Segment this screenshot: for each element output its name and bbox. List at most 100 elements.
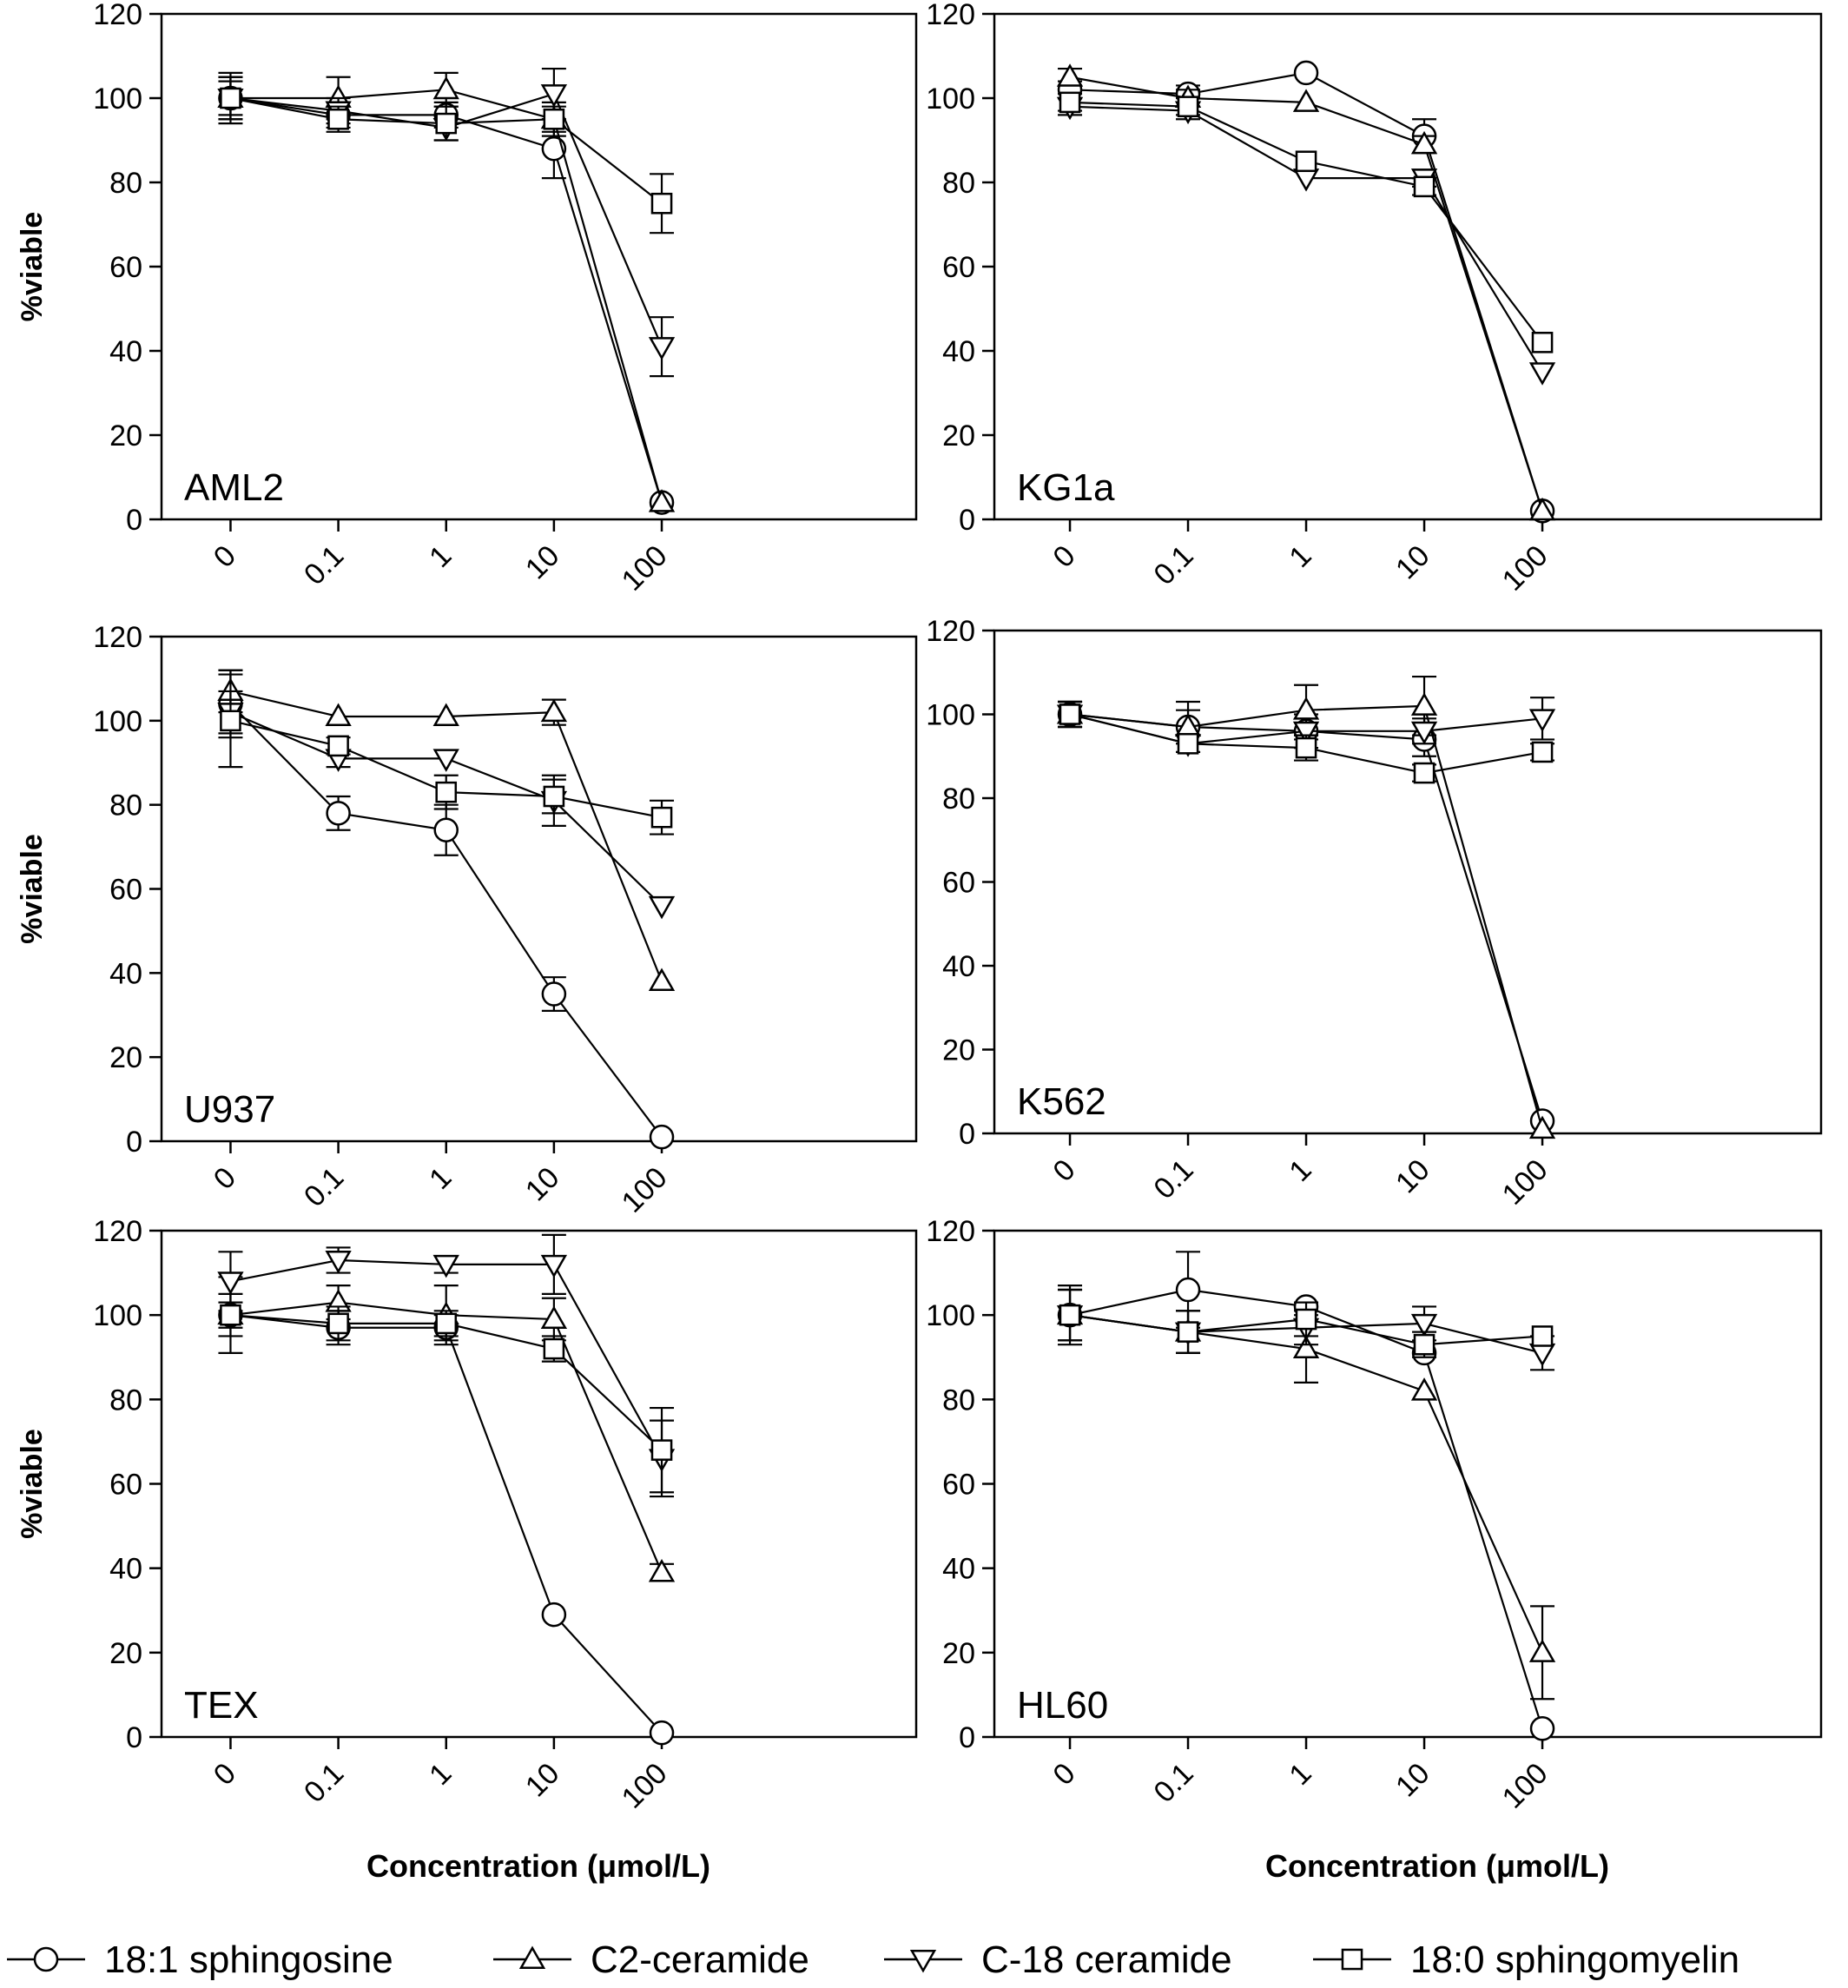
data-point-triangle-up: [1410, 692, 1438, 716]
data-point-square: [543, 108, 565, 130]
y-tick-label: 80: [942, 167, 975, 200]
legend-marker-triangle-up: [518, 1945, 546, 1969]
data-point-triangle-down: [1528, 709, 1556, 732]
data-point-square: [327, 735, 349, 757]
plot-frame: [993, 1229, 1823, 1739]
data-point-triangle-up: [1292, 89, 1320, 112]
x-tick-label: 0.1: [298, 539, 350, 591]
data-point-triangle-up: [1292, 1335, 1320, 1359]
legend-label: 18:1 sphingosine: [104, 1938, 393, 1981]
y-tick-label: 40: [942, 1553, 975, 1586]
data-point-circle: [1529, 1716, 1555, 1741]
legend-label: 18:0 sphingomyelin: [1410, 1938, 1739, 1981]
cell-line-label: TEX: [184, 1684, 259, 1727]
data-point-square: [650, 806, 673, 829]
x-tick-label: 100: [616, 1161, 674, 1219]
series-18-1-sphingosine: [1057, 700, 1555, 1133]
y-tick-label: 0: [126, 1721, 142, 1754]
data-point-triangle-up: [1410, 130, 1438, 155]
y-tick-label: 40: [109, 957, 142, 990]
data-point-triangle-down: [325, 1251, 352, 1274]
y-tick-label: 0: [959, 1118, 975, 1151]
legend-label: C-18 ceramide: [981, 1938, 1232, 1981]
y-tick-label: 60: [942, 251, 975, 284]
x-tick-label: 0.1: [1147, 539, 1199, 591]
series-c-18-ceramide: [217, 1233, 676, 1498]
legend-marker-circle: [33, 1946, 59, 1972]
data-point-square: [1531, 1325, 1554, 1347]
x-axis-label-right: Concentration (μmol/L): [1265, 1848, 1609, 1884]
data-point-square: [543, 785, 565, 808]
data-point-square: [1059, 703, 1081, 725]
y-tick-label: 120: [926, 615, 975, 648]
x-tick-label: 100: [1496, 1153, 1554, 1212]
y-tick-label: 60: [109, 1469, 142, 1502]
legend-marker-square: [1341, 1948, 1363, 1971]
x-tick-label: 0.1: [298, 1757, 350, 1809]
cell-line-label: HL60: [1017, 1684, 1108, 1727]
y-tick-label: 120: [93, 621, 142, 654]
x-tick-label: 1: [1283, 1153, 1317, 1188]
plot-frame: [160, 12, 918, 521]
y-tick-label: 60: [109, 874, 142, 907]
data-point-triangle-up: [648, 489, 676, 512]
y-tick-label: 120: [926, 0, 975, 31]
panel-hl60: 0 20 40 60 80 100 120 0 0.1 1 10 100 HL60: [926, 1215, 1823, 1815]
data-point-square: [650, 1439, 673, 1461]
data-point-square: [1295, 150, 1317, 173]
data-point-triangle-up: [540, 698, 568, 723]
data-point-triangle-down: [432, 1254, 459, 1278]
data-point-triangle-down: [1528, 1343, 1556, 1367]
series-line: [230, 1314, 663, 1734]
y-tick-label: 20: [109, 1041, 142, 1074]
y-tick-label: 0: [959, 1721, 975, 1754]
y-tick-label: 60: [109, 251, 142, 284]
x-tick-label: 100: [616, 1757, 674, 1815]
data-point-triangle-down: [1410, 1313, 1438, 1337]
data-point-triangle-down: [648, 337, 676, 360]
data-point-square: [220, 1304, 241, 1326]
legend-marker-triangle-down: [909, 1950, 937, 1973]
series-c-18-ceramide: [1056, 96, 1556, 386]
panel-k562: 0 20 40 60 80 100 120 0 0.1 1 10 100 K562: [926, 615, 1823, 1212]
y-tick-label: 120: [93, 1215, 142, 1248]
data-point-square: [1059, 91, 1081, 114]
data-point-triangle-up: [432, 703, 459, 726]
y-tick-label: 80: [942, 1384, 975, 1417]
y-tick-label: 20: [109, 419, 142, 452]
data-point-square: [1413, 175, 1436, 198]
y-tick-label: 60: [942, 867, 975, 900]
data-point-triangle-down: [1292, 721, 1320, 745]
y-tick-label: 0: [126, 504, 142, 537]
data-point-circle: [649, 1124, 675, 1150]
data-point-triangle-up: [1528, 497, 1556, 521]
series-line: [1070, 105, 1543, 373]
y-tick-label: 40: [942, 950, 975, 983]
x-tick-label: 0: [208, 539, 242, 574]
data-point-triangle-down: [648, 895, 676, 920]
panel-u937: 0 20 40 60 80 100 120 0 0.1 1 10 100 %viable U937: [16, 621, 918, 1219]
data-point-circle: [649, 1720, 675, 1746]
y-tick-label: 40: [109, 1553, 142, 1586]
y-tick-label: 100: [926, 699, 975, 732]
data-point-circle: [541, 1602, 567, 1628]
data-point-square: [1059, 1304, 1081, 1326]
y-tick-label: 120: [926, 1215, 975, 1248]
panel-aml2: 0 20 40 60 80 100 120 0 0.1 1 10 100 %viable AML2: [16, 0, 918, 598]
legend-entry: 18:0 sphingomyelin: [1313, 1938, 1739, 1981]
data-point-triangle-up: [1292, 697, 1320, 720]
x-tick-label: 10: [519, 1161, 566, 1208]
x-tick-label: 10: [1389, 1757, 1436, 1804]
series-18-0-sphingomyelin: [218, 76, 675, 234]
series-18-0-sphingomyelin: [1058, 1288, 1554, 1358]
y-tick-label: 0: [126, 1126, 142, 1159]
legend-label: C2-ceramide: [591, 1938, 809, 1981]
data-point-triangle-up: [1528, 1639, 1556, 1662]
x-tick-label: 0: [1046, 1757, 1081, 1792]
legend-entry: 18:1 sphingosine: [7, 1938, 393, 1981]
data-point-circle: [1293, 60, 1319, 86]
data-point-triangle-down: [432, 749, 459, 772]
y-tick-label: 100: [926, 1299, 975, 1332]
data-point-triangle-up: [432, 76, 459, 100]
